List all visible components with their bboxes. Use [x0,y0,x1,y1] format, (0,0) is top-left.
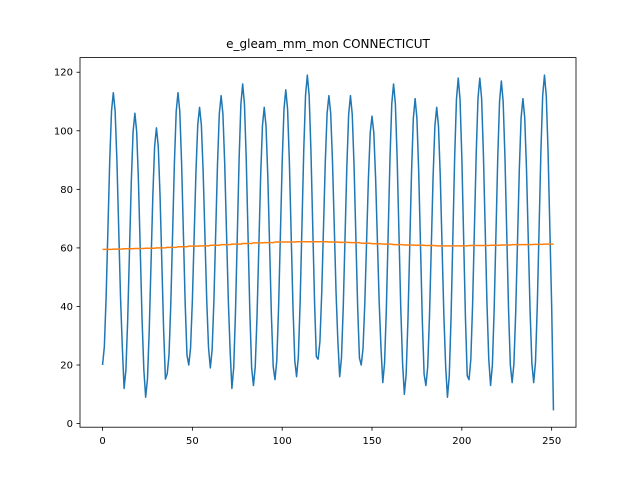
y-tick-label: 20 [60,361,73,372]
y-tick-label: 120 [54,68,73,79]
y-tick-label: 80 [60,185,73,196]
y-tick-label: 100 [54,126,73,137]
plot-frame [79,57,577,428]
x-tick-label: 0 [99,436,105,447]
y-tick-label: 60 [60,243,73,254]
x-tick-label: 250 [542,436,561,447]
y-tick-label: 40 [60,302,73,313]
y-tick-label: 0 [67,419,73,430]
x-tick-label: 100 [273,436,292,447]
x-tick-label: 50 [186,436,199,447]
x-tick-label: 150 [362,436,381,447]
x-tick-label: 200 [452,436,471,447]
line-series [102,241,554,251]
line-series [101,74,555,411]
chart-title: e_gleam_mm_mon CONNECTICUT [226,37,430,51]
